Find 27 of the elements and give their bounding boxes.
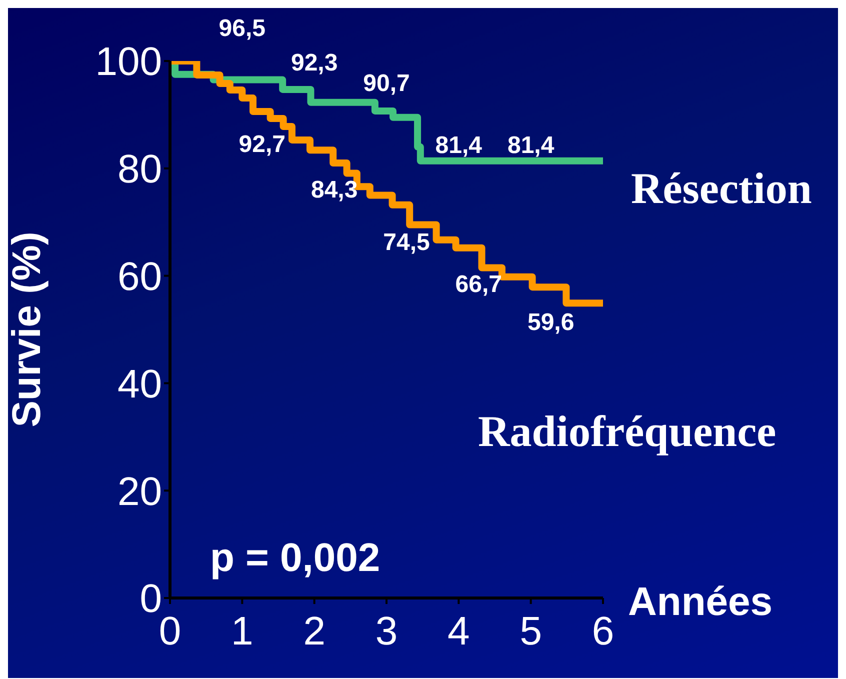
annotation: 74,5 <box>383 228 430 256</box>
annotation: 92,7 <box>238 131 286 158</box>
x-tick-label: 6 <box>592 609 614 654</box>
annotation: 84,3 <box>310 176 358 204</box>
annotation: 59,6 <box>527 308 574 336</box>
y-tick-label: 0 <box>140 577 162 622</box>
y-tick-label: 40 <box>118 362 162 406</box>
annotation: 90,7 <box>363 70 410 97</box>
annotation: 92,3 <box>290 49 338 76</box>
x-tick-label: 3 <box>375 609 398 654</box>
annotation: 66,7 <box>455 270 502 298</box>
series-label: Résection <box>631 163 812 214</box>
annotation: p = 0,002 <box>210 536 380 581</box>
x-tick-label: 2 <box>303 609 326 654</box>
x-tick-label: 1 <box>231 609 254 654</box>
y-tick-label: 80 <box>118 148 162 192</box>
y-tick-label: 20 <box>118 470 162 514</box>
annotation: 81,4 <box>507 132 555 159</box>
y-axis-title: Survie (%) <box>5 232 50 428</box>
text: Radiofréquence <box>478 406 776 457</box>
y-tick-label: 60 <box>118 255 162 299</box>
annotation: 81,4 <box>435 132 483 159</box>
y-tick-label: 100 <box>95 40 162 84</box>
x-axis-title: Années <box>628 580 772 625</box>
x-tick-label: 5 <box>520 609 542 654</box>
annotation: 96,5 <box>218 14 266 42</box>
x-tick-label: 4 <box>448 609 470 654</box>
